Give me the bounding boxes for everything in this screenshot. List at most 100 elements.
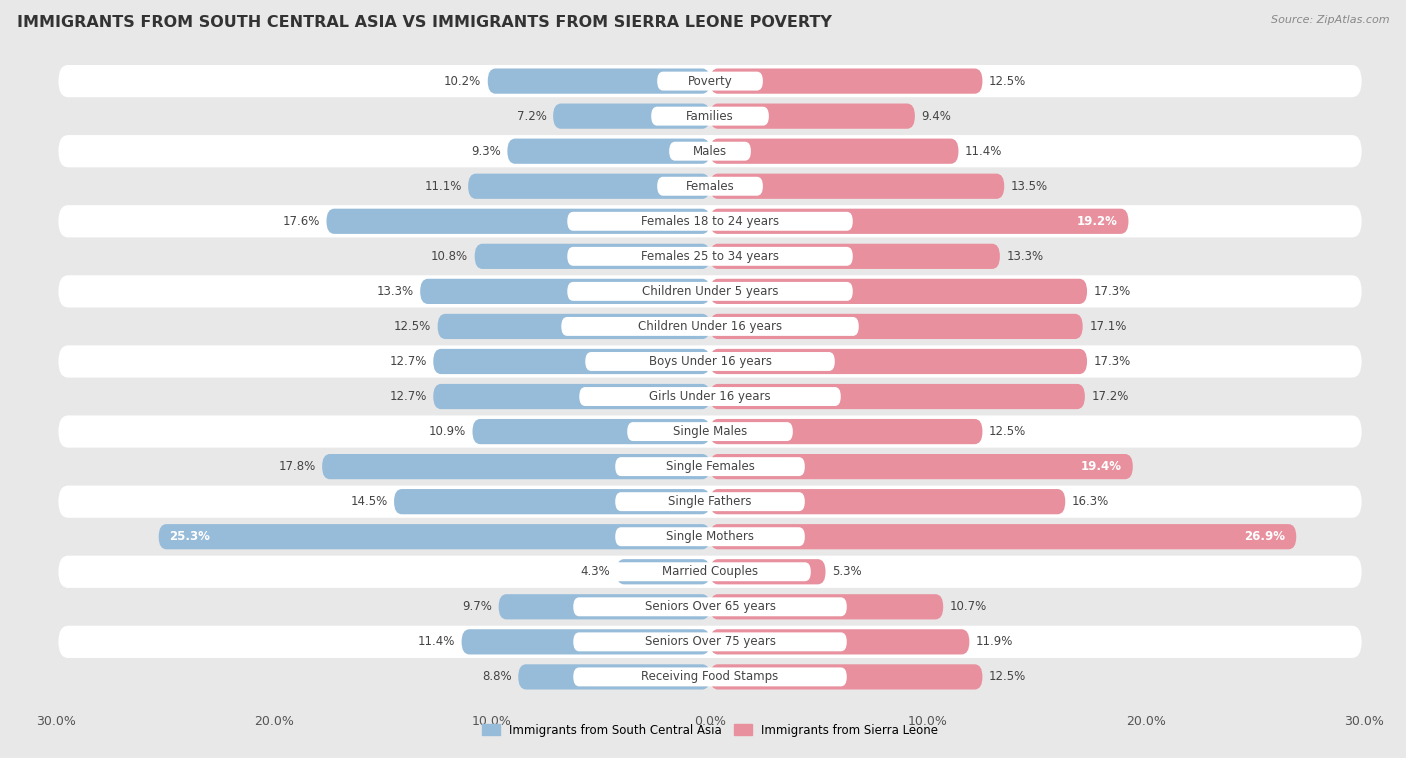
Text: Females 18 to 24 years: Females 18 to 24 years xyxy=(641,215,779,228)
Text: 17.8%: 17.8% xyxy=(278,460,315,473)
FancyBboxPatch shape xyxy=(59,170,1361,202)
FancyBboxPatch shape xyxy=(59,415,1361,448)
Text: Boys Under 16 years: Boys Under 16 years xyxy=(648,355,772,368)
FancyBboxPatch shape xyxy=(710,314,1083,339)
Text: Single Fathers: Single Fathers xyxy=(668,495,752,508)
FancyBboxPatch shape xyxy=(475,244,710,269)
FancyBboxPatch shape xyxy=(710,664,983,690)
Text: 17.2%: 17.2% xyxy=(1091,390,1129,403)
FancyBboxPatch shape xyxy=(627,422,793,441)
Text: 11.4%: 11.4% xyxy=(418,635,456,648)
FancyBboxPatch shape xyxy=(433,384,710,409)
FancyBboxPatch shape xyxy=(59,450,1361,483)
Text: 17.3%: 17.3% xyxy=(1094,285,1130,298)
Text: 25.3%: 25.3% xyxy=(170,530,211,543)
Text: IMMIGRANTS FROM SOUTH CENTRAL ASIA VS IMMIGRANTS FROM SIERRA LEONE POVERTY: IMMIGRANTS FROM SOUTH CENTRAL ASIA VS IM… xyxy=(17,15,832,30)
FancyBboxPatch shape xyxy=(710,349,1087,374)
FancyBboxPatch shape xyxy=(59,135,1361,168)
Text: Receiving Food Stamps: Receiving Food Stamps xyxy=(641,670,779,684)
Text: 12.5%: 12.5% xyxy=(394,320,432,333)
Text: 5.3%: 5.3% xyxy=(832,565,862,578)
Text: 26.9%: 26.9% xyxy=(1244,530,1285,543)
Text: 17.6%: 17.6% xyxy=(283,215,321,228)
Text: 12.5%: 12.5% xyxy=(988,425,1026,438)
FancyBboxPatch shape xyxy=(616,559,710,584)
Text: 14.5%: 14.5% xyxy=(350,495,388,508)
Text: Females 25 to 34 years: Females 25 to 34 years xyxy=(641,250,779,263)
Text: Seniors Over 65 years: Seniors Over 65 years xyxy=(644,600,776,613)
FancyBboxPatch shape xyxy=(59,381,1361,412)
FancyBboxPatch shape xyxy=(508,139,710,164)
FancyBboxPatch shape xyxy=(710,68,983,94)
FancyBboxPatch shape xyxy=(710,524,1296,550)
Text: 9.7%: 9.7% xyxy=(463,600,492,613)
Text: Single Mothers: Single Mothers xyxy=(666,530,754,543)
FancyBboxPatch shape xyxy=(59,661,1361,693)
FancyBboxPatch shape xyxy=(574,632,846,651)
Text: 11.4%: 11.4% xyxy=(965,145,1002,158)
Text: 9.4%: 9.4% xyxy=(921,110,952,123)
FancyBboxPatch shape xyxy=(669,142,751,161)
FancyBboxPatch shape xyxy=(59,310,1361,343)
FancyBboxPatch shape xyxy=(616,492,804,511)
Text: 8.8%: 8.8% xyxy=(482,670,512,684)
FancyBboxPatch shape xyxy=(567,247,853,266)
Legend: Immigrants from South Central Asia, Immigrants from Sierra Leone: Immigrants from South Central Asia, Immi… xyxy=(478,719,942,741)
FancyBboxPatch shape xyxy=(59,626,1361,658)
Text: 12.7%: 12.7% xyxy=(389,355,427,368)
Text: 10.9%: 10.9% xyxy=(429,425,465,438)
FancyBboxPatch shape xyxy=(567,282,853,301)
FancyBboxPatch shape xyxy=(561,317,859,336)
Text: Source: ZipAtlas.com: Source: ZipAtlas.com xyxy=(1271,15,1389,25)
Text: 13.5%: 13.5% xyxy=(1011,180,1047,193)
FancyBboxPatch shape xyxy=(710,419,983,444)
FancyBboxPatch shape xyxy=(710,559,825,584)
FancyBboxPatch shape xyxy=(394,489,710,514)
FancyBboxPatch shape xyxy=(420,279,710,304)
FancyBboxPatch shape xyxy=(651,107,769,126)
FancyBboxPatch shape xyxy=(59,521,1361,553)
FancyBboxPatch shape xyxy=(616,457,804,476)
FancyBboxPatch shape xyxy=(59,205,1361,237)
Text: 12.5%: 12.5% xyxy=(988,74,1026,88)
FancyBboxPatch shape xyxy=(461,629,710,654)
FancyBboxPatch shape xyxy=(59,65,1361,97)
FancyBboxPatch shape xyxy=(657,72,763,90)
Text: 4.3%: 4.3% xyxy=(581,565,610,578)
FancyBboxPatch shape xyxy=(710,489,1066,514)
FancyBboxPatch shape xyxy=(468,174,710,199)
Text: 10.8%: 10.8% xyxy=(432,250,468,263)
FancyBboxPatch shape xyxy=(59,556,1361,588)
Text: Girls Under 16 years: Girls Under 16 years xyxy=(650,390,770,403)
FancyBboxPatch shape xyxy=(710,594,943,619)
FancyBboxPatch shape xyxy=(472,419,710,444)
FancyBboxPatch shape xyxy=(657,177,763,196)
Text: 17.3%: 17.3% xyxy=(1094,355,1130,368)
FancyBboxPatch shape xyxy=(710,139,959,164)
FancyBboxPatch shape xyxy=(59,346,1361,377)
Text: Males: Males xyxy=(693,145,727,158)
FancyBboxPatch shape xyxy=(579,387,841,406)
Text: 10.7%: 10.7% xyxy=(950,600,987,613)
Text: 10.2%: 10.2% xyxy=(444,74,481,88)
Text: 7.2%: 7.2% xyxy=(517,110,547,123)
Text: Children Under 16 years: Children Under 16 years xyxy=(638,320,782,333)
Text: 19.4%: 19.4% xyxy=(1081,460,1122,473)
FancyBboxPatch shape xyxy=(519,664,710,690)
Text: 12.5%: 12.5% xyxy=(988,670,1026,684)
FancyBboxPatch shape xyxy=(59,275,1361,308)
FancyBboxPatch shape xyxy=(499,594,710,619)
Text: 16.3%: 16.3% xyxy=(1071,495,1109,508)
Text: 17.1%: 17.1% xyxy=(1090,320,1126,333)
FancyBboxPatch shape xyxy=(59,590,1361,623)
Text: 9.3%: 9.3% xyxy=(471,145,501,158)
FancyBboxPatch shape xyxy=(437,314,710,339)
Text: 12.7%: 12.7% xyxy=(389,390,427,403)
FancyBboxPatch shape xyxy=(159,524,710,550)
Text: 13.3%: 13.3% xyxy=(377,285,413,298)
FancyBboxPatch shape xyxy=(710,384,1085,409)
FancyBboxPatch shape xyxy=(59,240,1361,272)
FancyBboxPatch shape xyxy=(322,454,710,479)
FancyBboxPatch shape xyxy=(59,486,1361,518)
FancyBboxPatch shape xyxy=(710,279,1087,304)
